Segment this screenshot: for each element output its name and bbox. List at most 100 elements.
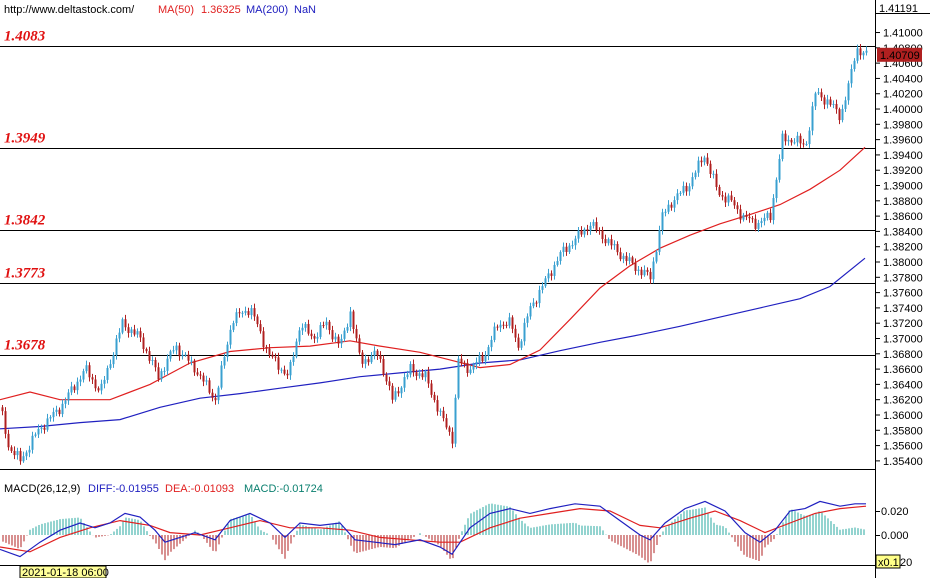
candle-body: [640, 269, 643, 276]
candle-body: [34, 434, 37, 436]
price-tick-label: 1.39600: [883, 135, 923, 147]
candle-body: [625, 255, 628, 262]
candle-body: [694, 172, 697, 178]
candle-body: [145, 349, 148, 352]
candle-body: [205, 380, 208, 382]
macd-histogram: [2, 503, 865, 563]
candle-body: [415, 372, 418, 376]
candle-body: [139, 331, 142, 338]
macd-dea-label: DEA:-0.01093: [165, 483, 234, 495]
candle-body: [730, 195, 733, 201]
candle-body: [70, 386, 73, 393]
candle-body: [484, 355, 487, 362]
candle-body: [349, 311, 352, 328]
start-date-box: [19, 565, 107, 578]
candle-body: [691, 177, 694, 187]
candle-body: [487, 347, 490, 356]
candle-body: [4, 411, 7, 434]
candle-body: [67, 392, 70, 401]
candle-body: [580, 230, 583, 235]
candle-body: [217, 387, 220, 401]
candle-body: [37, 428, 40, 435]
candle-body: [502, 324, 505, 326]
candle-body: [94, 379, 97, 389]
candle-body: [16, 451, 19, 456]
candle-body: [607, 239, 610, 244]
candle-body: [679, 192, 682, 194]
candle-body: [106, 367, 109, 380]
candle-body: [682, 185, 685, 193]
candle-body: [397, 391, 400, 394]
candle-body: [1, 407, 4, 412]
candle-body: [634, 262, 637, 271]
candle-body: [781, 133, 784, 159]
candle-body: [184, 354, 187, 356]
candle-body: [421, 373, 424, 378]
candle-body: [121, 319, 124, 333]
candle-body: [760, 221, 763, 223]
candle-body: [442, 410, 445, 419]
candle-body: [316, 336, 319, 339]
candle-body: [613, 243, 616, 246]
candle-body: [583, 229, 586, 235]
candle-body: [388, 381, 391, 386]
price-tick-label: 1.39800: [883, 119, 923, 131]
candle-body: [346, 327, 349, 331]
candle-body: [544, 278, 547, 287]
candle-body: [46, 418, 49, 430]
candle-body: [727, 195, 730, 203]
candle-body: [148, 351, 151, 361]
candle-body: [343, 330, 346, 339]
candle-body: [739, 209, 742, 220]
candle-body: [595, 221, 598, 231]
candle-body: [565, 246, 568, 252]
price-tick-label: 1.36800: [883, 349, 923, 361]
candle-body: [331, 330, 334, 340]
candle-body: [262, 331, 265, 347]
candle-body: [799, 135, 802, 144]
candle-body: [598, 230, 601, 232]
candle-body: [124, 319, 127, 328]
candle-body: [445, 418, 448, 428]
candle-body: [763, 217, 766, 222]
candle-body: [133, 329, 136, 335]
ma200-label: MA(200): [246, 4, 288, 16]
price-tick-label: 1.40200: [883, 89, 923, 101]
candle-body: [13, 450, 16, 456]
price-tick-label: 1.38800: [883, 196, 923, 208]
candle-body: [268, 348, 271, 355]
price-tick-label: 1.37200: [883, 318, 923, 330]
candle-body: [400, 387, 403, 394]
candle-body: [574, 238, 577, 246]
candle-body: [223, 356, 226, 366]
candle-body: [103, 379, 106, 384]
candle-body: [307, 323, 310, 334]
candle-body: [97, 388, 100, 391]
candle-body: [187, 354, 190, 361]
price-tick-label: 1.39000: [883, 181, 923, 193]
candle-body: [286, 373, 289, 376]
candle-body: [172, 350, 175, 352]
candle-body: [571, 245, 574, 247]
candle-body: [862, 52, 865, 56]
candle-body: [7, 433, 10, 448]
candle-body: [25, 452, 28, 457]
candle-body: [784, 133, 787, 142]
candle-body: [226, 344, 229, 357]
candle-body: [82, 371, 85, 380]
candle-body: [220, 365, 223, 388]
candle-body: [745, 214, 748, 217]
candle-body: [454, 397, 457, 444]
candle-body: [523, 322, 526, 342]
candle-body: [604, 238, 607, 244]
price-tick-label: 1.37000: [883, 333, 923, 345]
candle-body: [697, 160, 700, 173]
candle-body: [409, 364, 412, 375]
candle-body: [259, 324, 262, 332]
candle-body: [169, 351, 172, 359]
candle-body: [322, 325, 325, 327]
candle-body: [253, 308, 256, 317]
candle-body: [535, 302, 538, 304]
candle-body: [811, 106, 814, 131]
